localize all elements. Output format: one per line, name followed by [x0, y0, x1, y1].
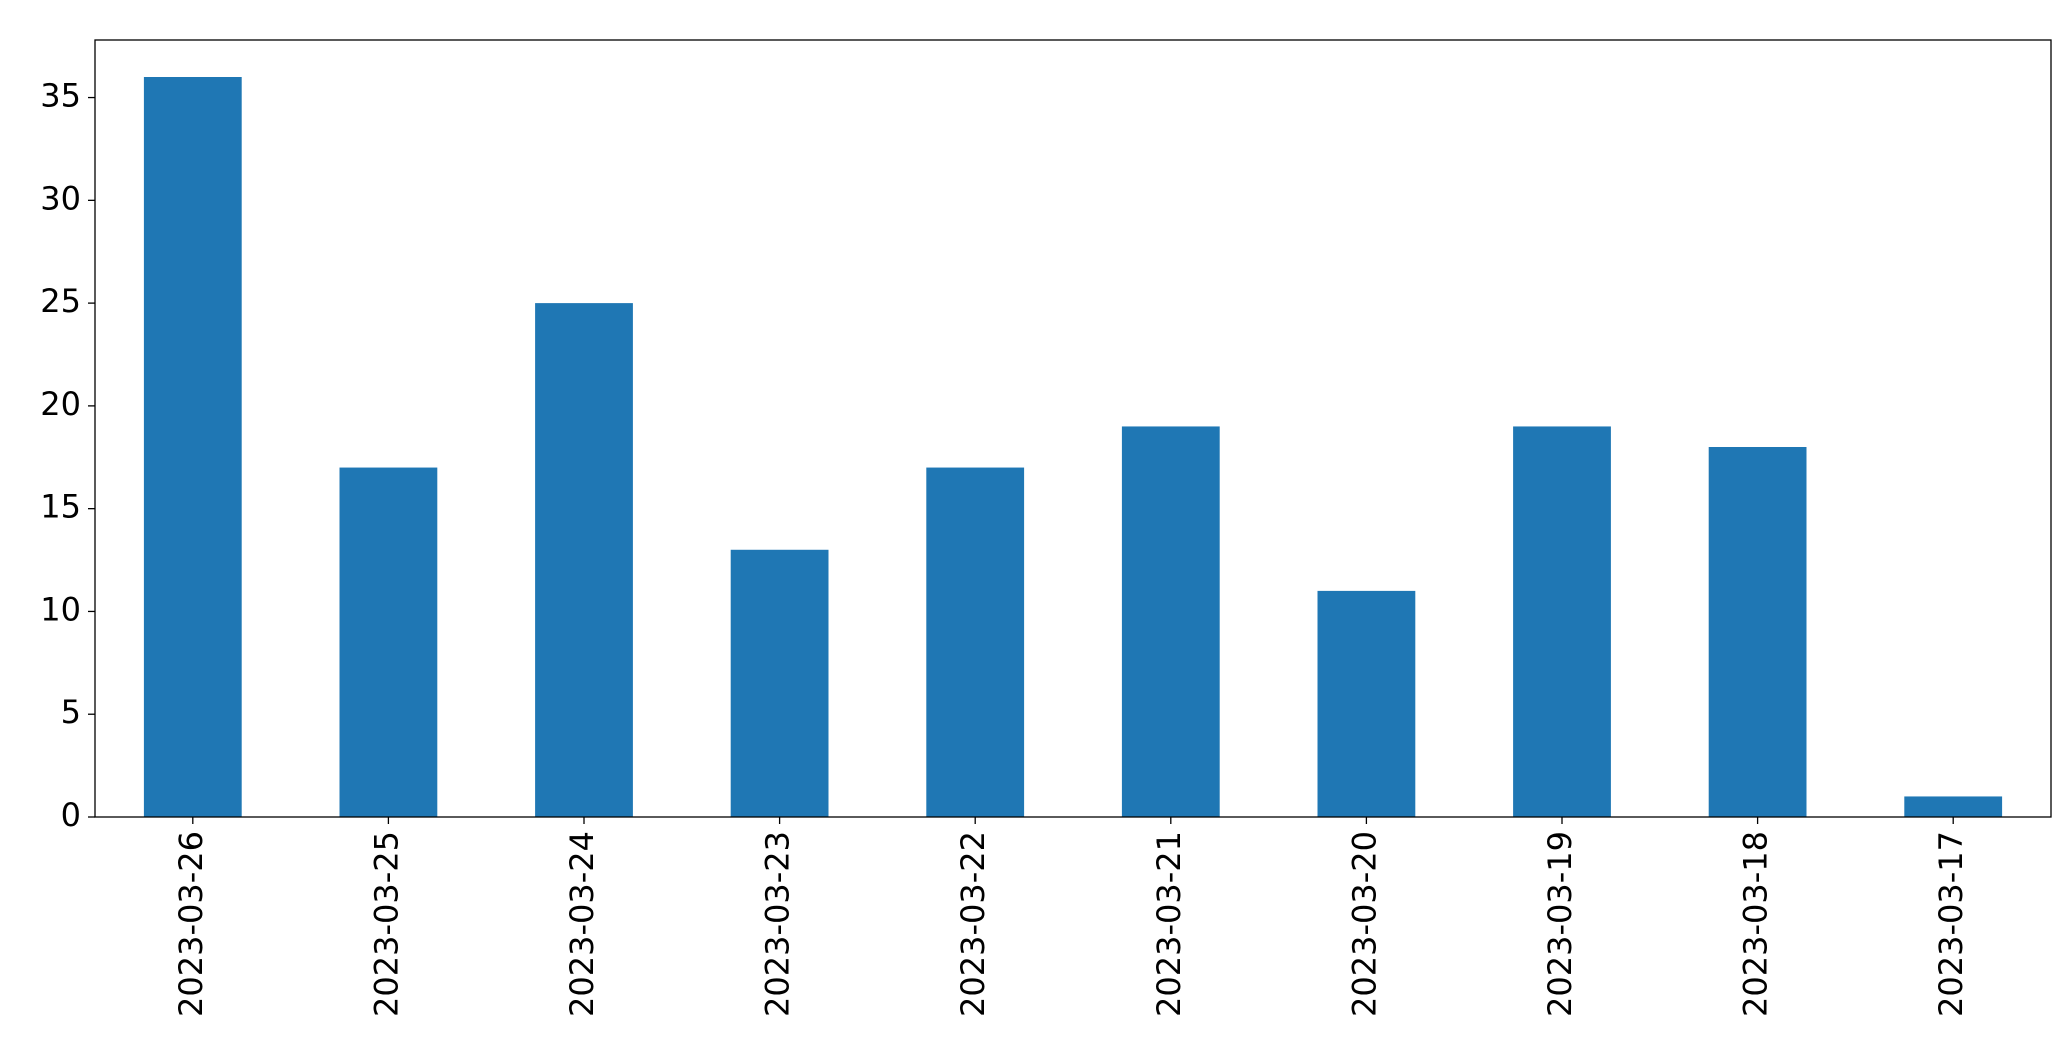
bar: [926, 467, 1025, 817]
bar: [1513, 426, 1611, 817]
x-tick-label: 2023-03-22: [954, 831, 992, 1017]
x-tick-label: 2023-03-18: [1737, 831, 1775, 1017]
bar: [1317, 590, 1416, 817]
x-tick-label: 2023-03-25: [367, 831, 405, 1017]
bar: [730, 549, 829, 817]
x-tick-label: 2023-03-23: [759, 831, 797, 1017]
x-tick-label: 2023-03-26: [172, 831, 210, 1017]
bar: [143, 77, 242, 817]
bar: [1121, 426, 1220, 817]
y-tick-label: 25: [40, 282, 81, 320]
y-tick-label: 15: [40, 488, 81, 526]
x-tick-label: 2023-03-24: [563, 831, 601, 1017]
x-tick-label: 2023-03-20: [1345, 831, 1383, 1017]
x-tick-label: 2023-03-21: [1150, 831, 1188, 1017]
y-tick-label: 10: [40, 590, 81, 628]
y-tick-label: 20: [40, 385, 81, 423]
axes-frame: [94, 39, 2052, 818]
bar: [1904, 796, 2003, 817]
y-tick-label: 30: [40, 179, 81, 217]
bar: [1708, 447, 1807, 817]
bar: [339, 467, 438, 817]
y-tick-label: 0: [61, 796, 81, 834]
y-tick-label: 35: [40, 77, 81, 115]
x-tick-label: 2023-03-19: [1541, 831, 1579, 1017]
bar: [535, 303, 633, 818]
y-tick-label: 5: [61, 693, 81, 731]
x-tick-label: 2023-03-17: [1932, 831, 1970, 1017]
